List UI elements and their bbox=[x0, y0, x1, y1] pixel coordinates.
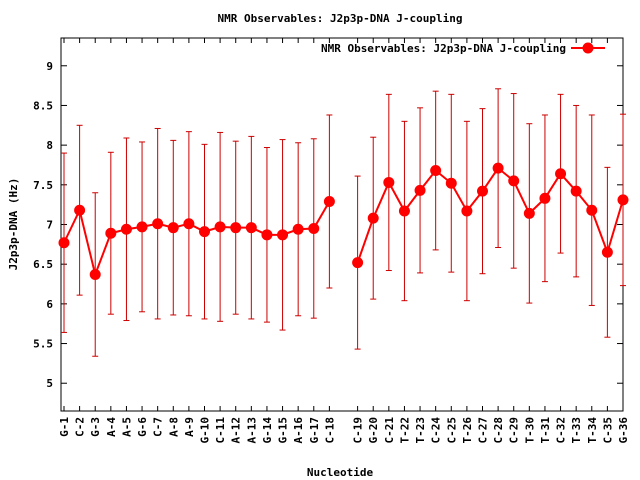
data-point bbox=[430, 165, 442, 177]
x-tick-label: T-31 bbox=[539, 417, 552, 444]
data-point bbox=[523, 207, 535, 219]
x-tick-label: C-25 bbox=[445, 417, 458, 444]
x-tick-label: C-29 bbox=[508, 417, 521, 444]
y-tick-label: 8 bbox=[46, 139, 53, 152]
data-point bbox=[120, 223, 132, 235]
x-tick-label: A-4 bbox=[105, 417, 118, 437]
y-tick-label: 5 bbox=[46, 377, 53, 390]
x-tick-label: G-17 bbox=[308, 417, 321, 444]
x-tick-label: G-20 bbox=[367, 417, 380, 444]
data-point bbox=[601, 246, 613, 258]
data-point bbox=[414, 184, 426, 196]
data-point bbox=[89, 268, 101, 280]
data-point bbox=[586, 204, 598, 216]
x-tick-label: C-7 bbox=[152, 417, 165, 437]
x-tick-label: C-32 bbox=[555, 417, 568, 444]
x-tick-label: C-24 bbox=[430, 417, 443, 444]
data-point bbox=[308, 222, 320, 234]
x-tick-label: C-21 bbox=[383, 417, 396, 444]
data-point bbox=[352, 257, 364, 269]
x-tick-label: G-6 bbox=[136, 417, 149, 437]
x-tick-label: T-30 bbox=[523, 417, 536, 444]
x-tick-label: T-26 bbox=[461, 417, 474, 444]
legend-label: NMR Observables: J2p3p-DNA J-coupling bbox=[321, 42, 566, 55]
data-point bbox=[183, 218, 195, 230]
x-tick-label: C-2 bbox=[74, 417, 87, 437]
data-point bbox=[508, 175, 520, 187]
y-tick-label: 8.5 bbox=[33, 99, 53, 112]
x-tick-label: A-5 bbox=[120, 417, 133, 437]
y-tick-label: 7 bbox=[46, 219, 53, 232]
y-tick-label: 7.5 bbox=[33, 179, 53, 192]
data-point bbox=[199, 226, 210, 238]
x-tick-label: G-36 bbox=[617, 417, 630, 444]
legend-marker bbox=[582, 42, 594, 54]
data-point bbox=[570, 185, 582, 197]
x-tick-label: A-12 bbox=[230, 417, 243, 444]
data-point bbox=[152, 218, 164, 230]
data-point bbox=[367, 212, 379, 224]
data-point bbox=[261, 229, 273, 241]
series-line bbox=[63, 200, 331, 278]
data-point bbox=[445, 177, 457, 189]
x-axis-label: Nucleotide bbox=[307, 466, 374, 479]
data-point bbox=[58, 237, 70, 249]
data-point bbox=[539, 192, 551, 204]
x-tick-label: G-10 bbox=[199, 417, 212, 444]
data-point bbox=[230, 222, 242, 234]
data-point bbox=[136, 221, 148, 233]
plot-area bbox=[58, 88, 629, 357]
x-tick-label: C-35 bbox=[601, 417, 614, 444]
data-point bbox=[74, 204, 86, 216]
x-tick-label: C-18 bbox=[323, 417, 336, 444]
x-tick-label: C-28 bbox=[492, 417, 505, 444]
chart-title: NMR Observables: J2p3p-DNA J-coupling bbox=[217, 12, 462, 25]
x-tick-label: T-23 bbox=[414, 417, 427, 444]
data-point bbox=[492, 162, 504, 174]
data-point bbox=[245, 222, 257, 234]
x-tick-label: A-16 bbox=[292, 417, 305, 444]
series-line bbox=[356, 166, 624, 263]
x-tick-label: A-9 bbox=[183, 417, 196, 437]
x-tick-label: G-15 bbox=[277, 417, 290, 444]
data-point bbox=[477, 185, 488, 197]
data-point bbox=[167, 222, 179, 234]
x-tick-label: G-14 bbox=[261, 417, 274, 444]
y-tick-label: 5.5 bbox=[33, 338, 53, 351]
data-point bbox=[383, 176, 395, 188]
x-tick-label: T-34 bbox=[586, 417, 599, 444]
x-axis: G-1 C-2 G-3 A-4 A-5 G-6 C-7 A-8 A-9 G-10 C-11 A-12 A… bbox=[58, 38, 630, 444]
x-tick-label: T-22 bbox=[398, 417, 411, 444]
y-tick-label: 6.5 bbox=[33, 258, 53, 271]
y-axis: 5 5.5 6 6.5 7 7.5 8 8.5 9 bbox=[33, 60, 623, 390]
x-tick-label: G-1 bbox=[58, 417, 71, 437]
y-axis-label: J2p3p-DNA (Hz) bbox=[7, 178, 20, 271]
x-tick-label: A-13 bbox=[245, 417, 258, 444]
data-point bbox=[105, 227, 117, 239]
data-point bbox=[292, 223, 304, 235]
data-point bbox=[398, 205, 410, 217]
y-tick-label: 9 bbox=[46, 60, 53, 73]
x-tick-label: C-11 bbox=[214, 417, 227, 444]
data-point bbox=[617, 194, 629, 206]
data-point bbox=[555, 168, 567, 180]
x-tick-label: G-3 bbox=[89, 417, 102, 437]
x-tick-label: T-33 bbox=[570, 417, 583, 444]
x-tick-label: C-19 bbox=[352, 417, 365, 444]
legend: NMR Observables: J2p3p-DNA J-coupling bbox=[321, 42, 605, 55]
data-point bbox=[277, 229, 289, 241]
y-tick-label: 6 bbox=[46, 298, 53, 311]
x-tick-label: A-8 bbox=[167, 417, 180, 437]
x-tick-label: C-27 bbox=[477, 417, 490, 444]
data-point bbox=[461, 205, 473, 217]
data-point bbox=[214, 221, 226, 233]
data-point bbox=[323, 195, 335, 207]
